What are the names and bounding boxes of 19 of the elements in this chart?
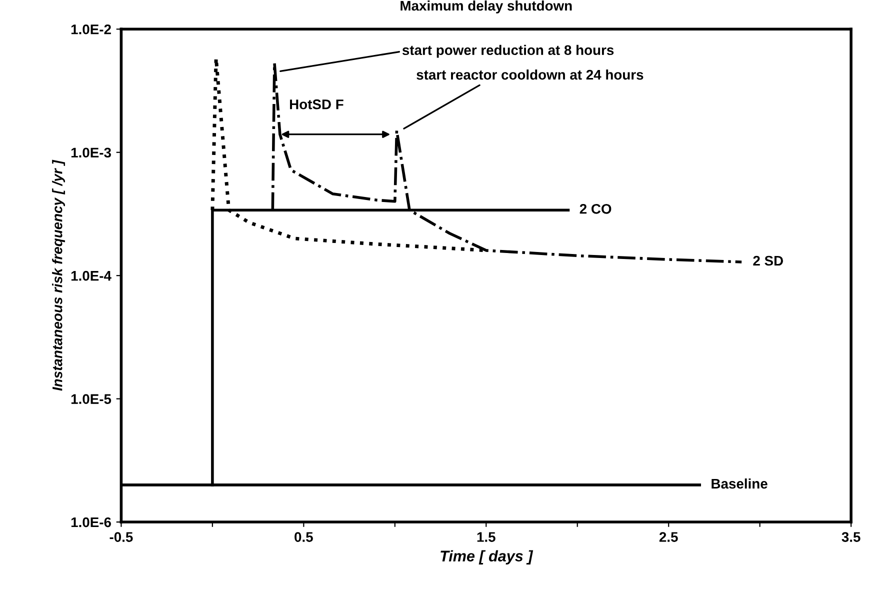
y-tick-label: 1.0E-5 <box>71 394 112 404</box>
annotation: start power reduction at 8 hours <box>402 44 614 58</box>
annotation: start reactor cooldown at 24 hours <box>416 69 644 80</box>
x-tick-label: 0.5 <box>294 532 313 542</box>
x-tick-label: 2.5 <box>659 532 678 542</box>
y-tick-label: 1.0E-3 <box>71 148 111 158</box>
x-tick-label: 1.5 <box>477 532 496 542</box>
y-tick-label: 1.0E-2 <box>71 24 111 34</box>
y-axis-title: Instantaneous risk frequency [ /yr ] <box>52 160 66 391</box>
y-tick-label: 1.0E-4 <box>71 270 112 281</box>
x-tick-label: 3.5 <box>842 532 860 542</box>
series-label: Baseline <box>712 478 768 489</box>
series-label: 2 CO <box>580 204 612 214</box>
text: Maximum delay shutdown <box>400 0 572 14</box>
annotation: HotSD F <box>290 99 344 110</box>
x-axis-title: Time [ days ] <box>440 550 534 564</box>
series-label: 2 SD <box>753 256 783 266</box>
x-tick-label: -0.5 <box>110 532 133 542</box>
y-tick-label: 1.0E-6 <box>71 517 111 528</box>
